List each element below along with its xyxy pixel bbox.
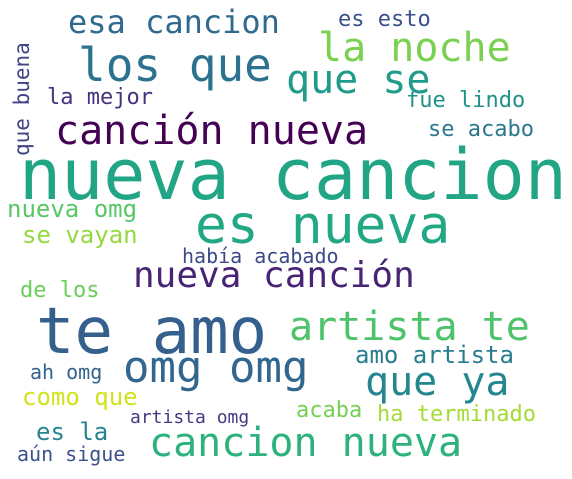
word-cancion-nueva: cancion nueva [149,420,463,466]
word-se-vayan: se vayan [22,221,138,249]
word-nueva-cancion-accent: nueva canción [133,255,415,296]
word-artista-omg: artista omg [130,407,250,428]
word-habia-acabado: había acabado [182,244,339,268]
word-que-ya: que ya [365,359,510,405]
word-se-acabo: se acabo [428,117,534,142]
word-esa-cancion: esa cancion [68,3,280,41]
word-como-que: como que [22,383,138,411]
word-amo-artista: amo artista [355,341,514,369]
word-fue-lindo: fue lindo [406,88,526,113]
word-es-nueva: es nueva [195,195,451,256]
word-de-los: de los [20,278,100,303]
word-es-esto: es esto [338,7,431,32]
word-los-que: los que [78,38,272,92]
word-que-buena: que buena [10,42,34,156]
word-nueva-cancion: nueva cancion [19,134,567,216]
word-cancion-nueva-accent: canción nueva [55,108,369,154]
word-nueva-omg: nueva omg [7,195,138,223]
word-artista-te: artista te [289,304,530,350]
word-la-mejor: la mejor [47,85,153,110]
word-es-la: es la [36,418,109,446]
word-ha-terminado: ha terminado [377,402,536,427]
word-la-noche: la noche [318,25,511,71]
word-ah-omg: ah omg [30,360,103,384]
word-que-se: que se [286,57,431,103]
word-aun-sigue: aún sigue [17,442,126,466]
word-omg-omg: omg omg [123,342,309,393]
word-acaba: acaba [296,398,363,423]
word-te-amo: te amo [36,295,268,369]
